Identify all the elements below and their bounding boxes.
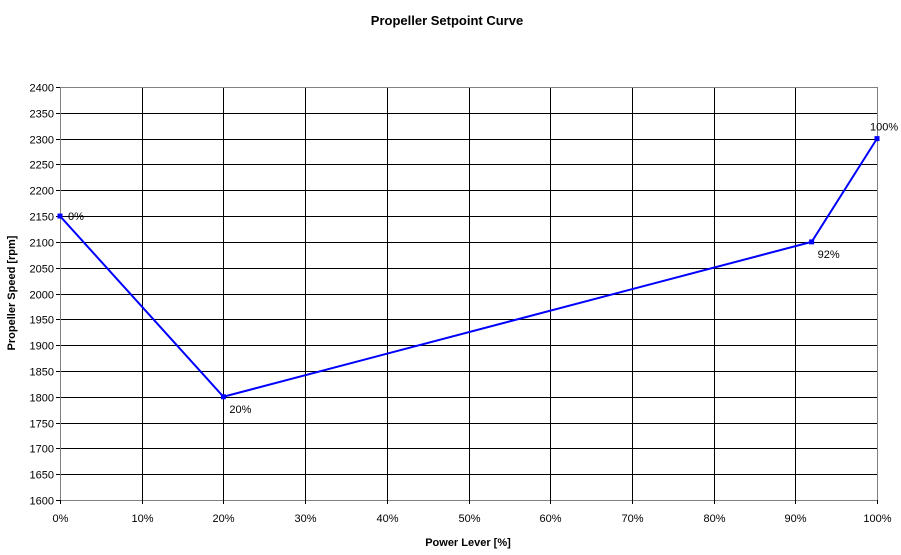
x-tick-label: 30% xyxy=(294,513,316,525)
series-line xyxy=(59,138,878,398)
y-tick-label: 2000 xyxy=(30,290,54,302)
data-point xyxy=(57,213,63,219)
x-tick-label: 80% xyxy=(703,513,725,525)
data-label: 0% xyxy=(68,211,84,223)
x-tick-label: 0% xyxy=(53,513,69,525)
y-tick-label: 1650 xyxy=(30,470,54,482)
y-tick-label: 2300 xyxy=(30,135,54,147)
y-axis-title: Propeller Speed [rpm] xyxy=(6,235,18,350)
x-tick-label: 40% xyxy=(376,513,398,525)
y-tick-label: 2100 xyxy=(30,238,54,250)
y-tick-label: 1850 xyxy=(30,367,54,379)
y-tick-label: 2150 xyxy=(30,212,54,224)
y-tick-label: 2350 xyxy=(30,109,54,121)
x-tick-label: 10% xyxy=(131,513,153,525)
y-tick-label: 1900 xyxy=(30,341,54,353)
x-tick-label: 60% xyxy=(539,513,561,525)
y-tick-label: 1700 xyxy=(30,444,54,456)
data-point xyxy=(220,394,226,400)
y-tick-label: 2050 xyxy=(30,264,54,276)
x-axis-title: Power Lever [%] xyxy=(425,537,511,549)
y-tick-label: 2400 xyxy=(30,83,54,95)
y-tick-label: 1800 xyxy=(30,393,54,405)
chart-title: Propeller Setpoint Curve xyxy=(371,13,523,28)
y-tick-label: 1950 xyxy=(30,315,54,327)
plot-background xyxy=(60,87,877,500)
data-point xyxy=(809,239,815,245)
data-label: 100% xyxy=(870,122,898,134)
plot-area: 1600 1650 1700 1750 1800 1850 1900 1950 2000 2050… xyxy=(30,83,899,526)
y-tick-label: 2200 xyxy=(30,186,54,198)
x-tick-label: 100% xyxy=(863,513,891,525)
x-tick-label: 90% xyxy=(784,513,806,525)
y-tick-label: 2250 xyxy=(30,160,54,172)
x-tick-label: 70% xyxy=(621,513,643,525)
y-tick-label: 1750 xyxy=(30,419,54,431)
y-tick-label: 1600 xyxy=(30,496,54,508)
data-point xyxy=(874,136,880,142)
data-label: 20% xyxy=(229,404,251,416)
data-label: 92% xyxy=(818,249,840,261)
x-tick-label: 50% xyxy=(458,513,480,525)
x-tick-label: 20% xyxy=(212,513,234,525)
